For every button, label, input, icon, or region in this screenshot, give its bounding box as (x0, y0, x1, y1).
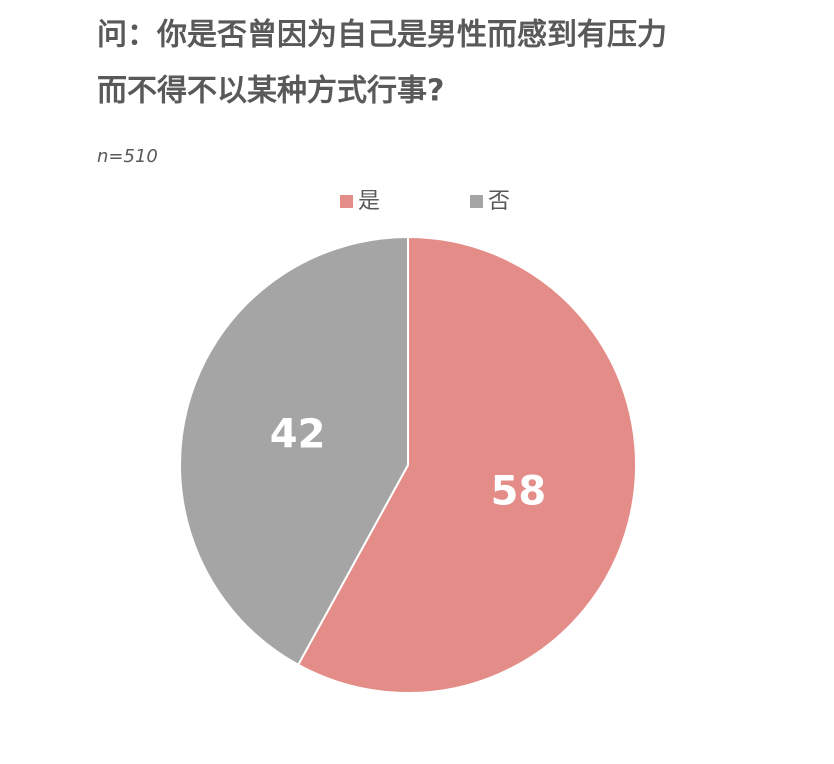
legend-swatch (470, 195, 483, 208)
pie-slice (296, 235, 637, 694)
value-label: 42 (270, 412, 326, 458)
legend-swatch (340, 195, 353, 208)
value-label: 58 (491, 468, 547, 514)
chart-subtitle: n=510 (97, 146, 158, 167)
chart-title: 而不得不以某种方式行事? (97, 74, 444, 109)
legend-label: 是 (358, 189, 380, 214)
pie-slice (179, 235, 409, 667)
legend-label: 否 (488, 189, 510, 214)
chart-title: 问：你是否曾因为自己是男性而感到有压力 (97, 18, 667, 53)
